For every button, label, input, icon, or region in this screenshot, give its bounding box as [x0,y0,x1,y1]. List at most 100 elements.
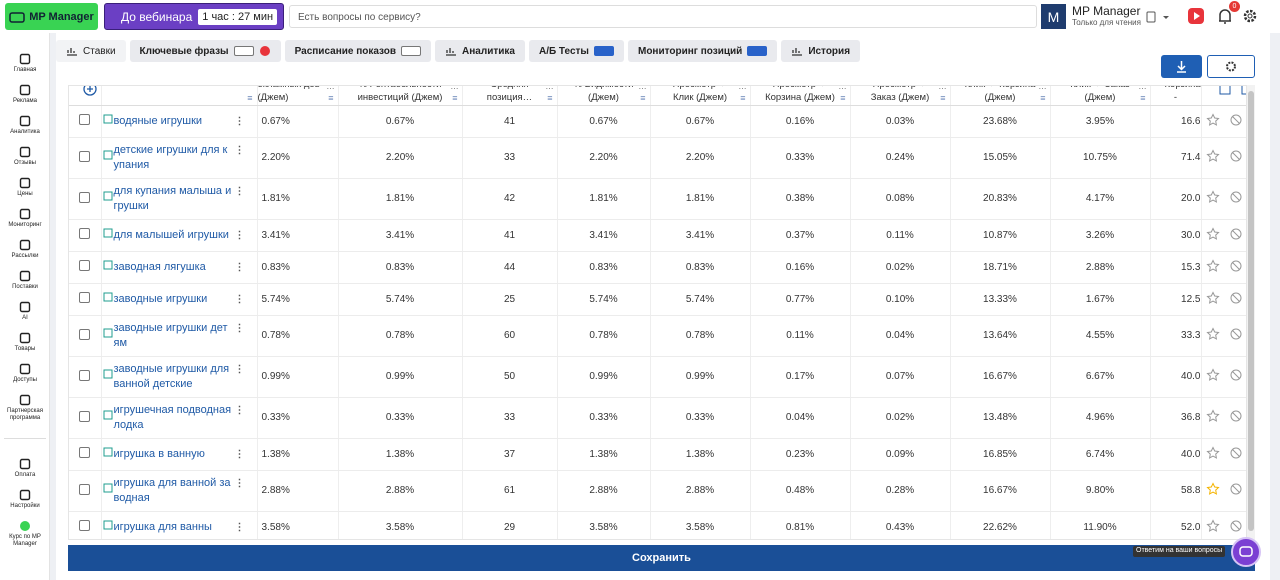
account[interactable]: MP Manager Только для чтения [1072,4,1141,27]
keyword-text[interactable]: игрушка для ванной заводная [113,476,231,504]
column-header[interactable]: Просмотр -> Клик (Джем) ⋯≡ [650,86,751,106]
row-menu[interactable]: ⋮ [234,229,245,241]
row-checkbox[interactable] [79,328,91,340]
search-input[interactable]: Есть вопросы по сервису? [289,5,1037,28]
tab[interactable]: История [781,40,861,62]
column-header[interactable]: Корзина - [1150,86,1202,106]
row-checkbox-cell [69,470,102,512]
tab[interactable]: Ключевые фразы [129,40,281,62]
row-checkbox[interactable] [79,520,91,531]
keyword-text[interactable]: для купания малыша игрушки [113,184,232,212]
columns-settings-button[interactable] [1207,55,1255,78]
row-menu[interactable]: ⋮ [234,448,245,460]
nav-item[interactable]: Аналитика [0,115,50,136]
row-checkbox[interactable] [79,150,91,162]
video-icon[interactable] [1187,7,1205,25]
nav-item[interactable]: Настройки [0,489,50,510]
row-menu[interactable]: ⋮ [234,404,245,416]
keyword-text[interactable]: водяные игрушки [113,114,203,127]
nav-item[interactable]: Главная [0,53,50,74]
webinar-button[interactable]: До вебинара 1 час : 27 мин [104,3,284,30]
nav-item[interactable]: Курс по MP Manager [0,520,50,548]
scrollbar[interactable] [1247,85,1255,540]
column-header[interactable]: Средняя позиция… ⋯≡ [462,86,558,106]
row-menu[interactable]: ⋮ [234,322,245,334]
column-header[interactable]: % Рентабельности инвестиций (Джем) ⋯≡ [338,86,463,106]
row-checkbox[interactable] [79,410,91,422]
metric-cell: 5.74% [650,283,751,316]
keyword-text[interactable]: игрушечная подводная лодка [113,403,232,431]
nav-item[interactable]: Реклама [0,84,50,105]
tab[interactable]: Аналитика [435,40,525,62]
row-checkbox[interactable] [79,369,91,381]
column-header[interactable]: Клик -> Заказ (Джем) ⋯≡ [1050,86,1151,106]
row-checkbox[interactable] [79,447,91,458]
metric-cell: 0.33% [557,397,651,439]
row-menu[interactable]: ⋮ [234,477,245,489]
nav-item[interactable]: Партнерская программа [0,394,50,422]
row-checkbox[interactable] [79,228,91,239]
nav-item[interactable]: Цены [0,177,50,198]
keyword-text[interactable]: заводные игрушки для ванной детские [113,362,230,390]
nav-item[interactable]: Рассылки [0,239,50,260]
download-icon [1177,61,1186,73]
nav-item[interactable]: Мониторинг [0,208,50,229]
row-menu[interactable]: ⋮ [234,261,245,273]
keyword-cell: заводные игрушки для ванной детские ⋮ [101,356,258,398]
toggle[interactable] [233,46,254,56]
row-checkbox[interactable] [79,191,91,203]
download-button[interactable] [1161,55,1202,78]
row-checkbox[interactable] [79,260,91,271]
settings-icon[interactable] [1242,8,1258,24]
keyword-text[interactable]: заводная лягушка [113,260,206,273]
column-title: Просмотр -> Клик (Джем) [672,86,728,104]
tab[interactable]: Мониторинг позиций [627,40,778,62]
chat-button[interactable] [1231,537,1261,567]
column-header[interactable]: Клик -> Корзина (Джем)⋯≡ [950,86,1051,106]
row-menu[interactable]: ⋮ [234,185,245,197]
metric-cell: 29 [462,511,558,539]
row-checkbox[interactable] [79,483,91,495]
tab[interactable]: Ставки [56,40,126,62]
nav-item[interactable]: Отзывы [0,146,50,167]
row-menu[interactable]: ⋮ [234,293,245,305]
keyword-text[interactable]: заводные игрушки детям [113,321,228,349]
row-menu[interactable]: ⋮ [234,521,245,533]
keyword-link-icon [102,520,114,530]
nav-item[interactable]: Оплата [0,458,50,479]
keyword-text[interactable]: заводные игрушки [113,292,208,305]
metric-cell: 0.78% [650,315,751,357]
keyword-text[interactable]: игрушка для ванны [113,520,212,533]
keyword-text[interactable]: детские игрушки для купания [113,143,228,171]
row-menu[interactable]: ⋮ [234,363,245,375]
toggle[interactable] [747,46,768,56]
avatar[interactable]: M [1041,4,1066,29]
column-title: Корзина - [1165,86,1201,104]
keyword-text[interactable]: для малышей игрушки [113,228,229,241]
toggle[interactable] [593,46,614,56]
row-actions [1201,356,1246,398]
column-header[interactable]: % Видимости (Джем) ⋯≡ [557,86,651,106]
nav-item[interactable]: Доступы [0,363,50,384]
account-menu-icons[interactable] [1145,8,1175,26]
toggle[interactable] [401,46,422,56]
tab[interactable]: Расписание показов [284,40,432,62]
column-header[interactable]: екламных дов (Джем) ⋯≡ [257,86,339,106]
keyword-text[interactable]: игрушка в ванную [113,447,205,460]
column-header[interactable]: Просмотр -> Заказ (Джем) ⋯≡ [850,86,951,106]
row-checkbox[interactable] [79,114,91,125]
tab-label: А/Б Тесты [538,45,589,57]
row-checkbox[interactable] [79,292,91,303]
row-menu[interactable]: ⋮ [234,144,245,156]
bell-icon[interactable] [1216,6,1234,26]
save-button[interactable]: Сохранить [68,545,1255,571]
tab[interactable]: А/Б Тесты [528,40,624,62]
scroll-thumb[interactable] [1248,91,1254,531]
nav-item[interactable]: AI [0,301,50,322]
row-menu[interactable]: ⋮ [234,115,245,127]
nav-item[interactable]: Товары [0,332,50,353]
nav-label: Мониторинг [8,222,42,228]
column-header[interactable]: Просмотр -> Корзина (Джем)⋯≡ [750,86,851,106]
logo[interactable]: MP Manager [5,3,98,30]
nav-item[interactable]: Поставки [0,270,50,291]
